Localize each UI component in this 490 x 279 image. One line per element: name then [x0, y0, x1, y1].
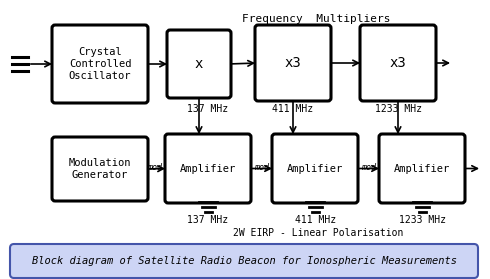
Text: 1233 MHz: 1233 MHz	[374, 104, 421, 114]
FancyBboxPatch shape	[255, 25, 331, 101]
Text: Block diagram of Satellite Radio Beacon for Ionospheric Measurements: Block diagram of Satellite Radio Beacon …	[31, 256, 457, 266]
Text: Amplifier: Amplifier	[394, 163, 450, 174]
Text: Frequency  Multipliers: Frequency Multipliers	[242, 14, 390, 24]
Text: x: x	[195, 57, 203, 71]
Text: mod: mod	[254, 162, 270, 172]
FancyBboxPatch shape	[167, 30, 231, 98]
FancyBboxPatch shape	[52, 25, 148, 103]
FancyBboxPatch shape	[10, 244, 478, 278]
Text: Amplifier: Amplifier	[180, 163, 236, 174]
Text: x3: x3	[390, 56, 406, 70]
FancyBboxPatch shape	[272, 134, 358, 203]
FancyBboxPatch shape	[379, 134, 465, 203]
Text: 1233 MHz: 1233 MHz	[398, 215, 445, 225]
FancyBboxPatch shape	[52, 137, 148, 201]
Text: Crystal
Controlled
Oscillator: Crystal Controlled Oscillator	[69, 47, 131, 81]
Text: Modulation
Generator: Modulation Generator	[69, 158, 131, 180]
Text: 137 MHz: 137 MHz	[188, 104, 228, 114]
Text: 411 MHz: 411 MHz	[272, 104, 314, 114]
Text: Amplifier: Amplifier	[287, 163, 343, 174]
FancyBboxPatch shape	[165, 134, 251, 203]
Text: x3: x3	[285, 56, 301, 70]
Text: mod: mod	[147, 162, 163, 172]
Text: mod: mod	[362, 162, 376, 172]
FancyBboxPatch shape	[360, 25, 436, 101]
Text: 2W EIRP - Linear Polarisation: 2W EIRP - Linear Polarisation	[233, 228, 403, 238]
Text: 137 MHz: 137 MHz	[188, 215, 228, 225]
Text: 411 MHz: 411 MHz	[295, 215, 337, 225]
